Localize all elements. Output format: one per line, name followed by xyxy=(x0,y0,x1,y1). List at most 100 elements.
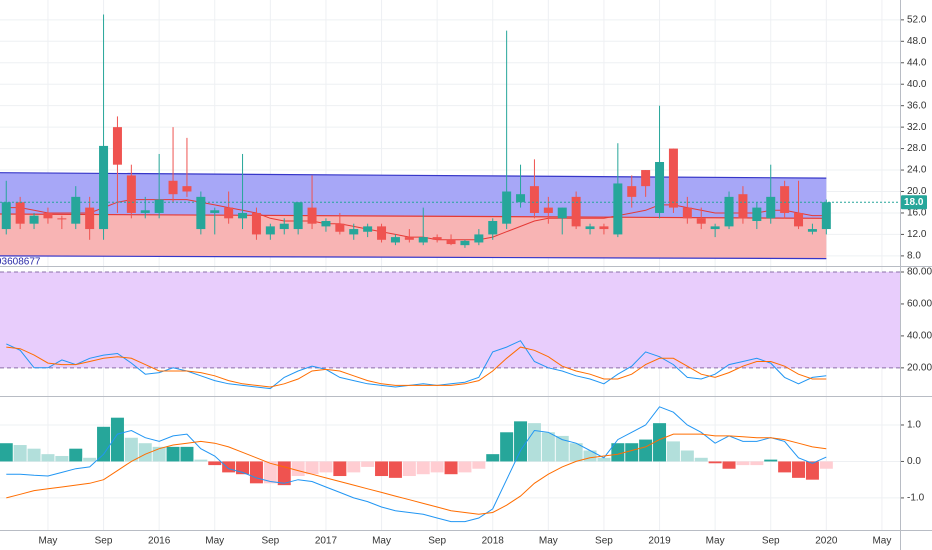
candle-body xyxy=(502,191,512,224)
candle-body xyxy=(418,237,428,243)
channel-upper-line xyxy=(0,172,827,179)
candle-body xyxy=(377,226,387,240)
candle-body xyxy=(238,212,248,219)
y-tick-label: 8.0 xyxy=(907,251,921,262)
candle-body xyxy=(599,226,609,230)
macd-line xyxy=(6,406,827,523)
histogram-bar xyxy=(347,461,361,473)
histogram-bar xyxy=(639,439,653,462)
candle-body xyxy=(15,202,25,224)
histogram-bar xyxy=(416,461,430,475)
candle-body xyxy=(29,215,39,224)
histogram-bar xyxy=(41,454,55,462)
candle-body xyxy=(668,148,678,208)
histogram-bar xyxy=(305,461,319,475)
candle-body xyxy=(265,226,275,235)
histogram-bar xyxy=(750,461,764,466)
series-label: 93608677 xyxy=(0,257,41,268)
histogram-bar xyxy=(0,443,13,462)
candle-body xyxy=(140,210,150,213)
y-tick-label: 48.0 xyxy=(907,36,927,47)
candle-body xyxy=(251,212,261,235)
histogram-bar xyxy=(110,417,124,462)
histogram-bar xyxy=(263,461,277,484)
candle-body xyxy=(780,186,790,213)
candle-body xyxy=(43,212,53,219)
x-tick-label: 2017 xyxy=(315,536,338,547)
candle-body xyxy=(821,202,831,230)
candle-body xyxy=(168,180,178,195)
candle-body xyxy=(404,237,414,240)
x-tick-label: May xyxy=(872,536,891,547)
candle-body xyxy=(99,145,109,230)
y-tick-label: 40.0 xyxy=(907,79,927,90)
candle-body xyxy=(571,196,581,227)
candle-body xyxy=(154,199,164,213)
candle-body xyxy=(738,194,748,219)
histogram-bar xyxy=(611,443,625,462)
y-tick-label: 20.00 xyxy=(907,362,932,373)
x-tick-label: 2019 xyxy=(648,536,671,547)
histogram-bar xyxy=(541,432,555,462)
histogram-bar xyxy=(83,457,97,462)
candle-body xyxy=(474,234,484,243)
y-tick-label: 60.00 xyxy=(907,299,932,310)
y-tick-label: 32.0 xyxy=(907,122,927,133)
candle-body xyxy=(279,223,289,230)
candle-body xyxy=(182,186,192,192)
stochastic-line xyxy=(6,346,827,388)
histogram-bar xyxy=(430,461,444,473)
x-tick-label: May xyxy=(706,536,725,547)
y-tick-label: 24.0 xyxy=(907,165,927,176)
histogram-bar xyxy=(27,448,41,462)
candle-body xyxy=(335,223,345,232)
histogram-bar xyxy=(319,461,333,473)
channel-lower-line xyxy=(0,255,827,260)
histogram-bar xyxy=(736,461,750,466)
x-tick-label: May xyxy=(539,536,558,547)
histogram-bar xyxy=(124,437,138,462)
histogram-bar xyxy=(680,450,694,462)
y-tick-label: 52.0 xyxy=(907,14,927,25)
y-tick-label: 12.0 xyxy=(907,229,927,240)
candle-body xyxy=(293,202,303,230)
candle-body xyxy=(696,218,706,224)
histogram-bar xyxy=(514,421,528,462)
histogram-bar xyxy=(778,461,792,473)
histogram-bar xyxy=(764,459,778,462)
candle-body xyxy=(196,196,206,230)
candle-body xyxy=(794,212,804,227)
x-tick-label: 2020 xyxy=(815,536,838,547)
candle-body xyxy=(724,196,734,227)
histogram-bar xyxy=(486,454,500,462)
candle-body xyxy=(224,207,234,219)
histogram-bar xyxy=(97,426,111,462)
x-tick-label: May xyxy=(372,536,391,547)
histogram-bar xyxy=(388,461,402,478)
price-tag-label: 18.0 xyxy=(904,197,924,208)
candle-body xyxy=(390,237,400,243)
candle-body xyxy=(71,196,81,224)
candle-body xyxy=(57,218,67,220)
histogram-bar xyxy=(722,461,736,469)
macd-line xyxy=(6,433,827,515)
x-tick-label: May xyxy=(205,536,224,547)
x-tick-label: Sep xyxy=(595,536,613,547)
histogram-bar xyxy=(291,461,305,477)
candle-body xyxy=(641,170,651,187)
histogram-bar xyxy=(792,461,806,478)
candle-body xyxy=(752,207,762,222)
candle-body xyxy=(488,221,498,235)
histogram-bar xyxy=(236,461,250,475)
histogram-bar xyxy=(194,459,208,462)
y-tick-label: 36.0 xyxy=(907,100,927,111)
histogram-bar xyxy=(694,457,708,462)
x-tick-label: Sep xyxy=(261,536,279,547)
histogram-bar xyxy=(13,445,27,462)
histogram-bar xyxy=(708,461,722,464)
candle-body xyxy=(432,237,442,240)
x-tick-label: Sep xyxy=(428,536,446,547)
candle-body xyxy=(516,194,526,203)
x-tick-label: Sep xyxy=(762,536,780,547)
channel-upper-fill xyxy=(0,172,827,219)
